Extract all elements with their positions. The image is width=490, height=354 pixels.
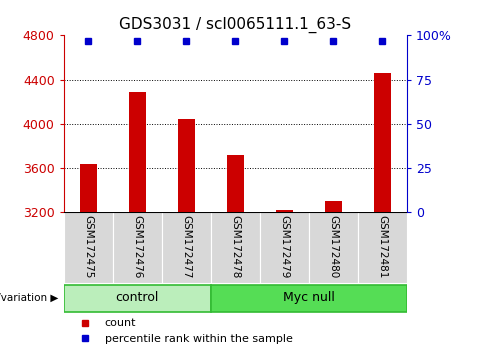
Text: Myc null: Myc null <box>283 291 335 304</box>
Bar <box>128 92 146 212</box>
Bar <box>211 212 260 283</box>
Bar <box>211 285 407 312</box>
Bar <box>162 212 211 283</box>
Text: control: control <box>116 291 159 304</box>
Text: GSM172478: GSM172478 <box>230 215 240 278</box>
Text: GSM172475: GSM172475 <box>83 215 93 278</box>
Text: GSM172479: GSM172479 <box>279 215 289 278</box>
Bar <box>178 120 195 212</box>
Text: GSM172476: GSM172476 <box>132 215 142 278</box>
Bar <box>64 212 113 283</box>
Legend: count, percentile rank within the sample: count, percentile rank within the sample <box>69 314 297 348</box>
Text: GSM172477: GSM172477 <box>181 215 191 278</box>
Bar <box>64 285 211 312</box>
Text: GSM172481: GSM172481 <box>377 215 387 278</box>
Bar <box>260 212 309 283</box>
Bar <box>113 212 162 283</box>
Bar <box>276 210 293 212</box>
Text: genotype/variation ▶: genotype/variation ▶ <box>0 293 59 303</box>
Bar <box>374 73 391 212</box>
Bar <box>227 155 244 212</box>
Title: GDS3031 / scl0065111.1_63-S: GDS3031 / scl0065111.1_63-S <box>119 16 351 33</box>
Bar <box>79 164 97 212</box>
Text: GSM172480: GSM172480 <box>328 215 338 278</box>
Bar <box>325 201 342 212</box>
Bar <box>358 212 407 283</box>
Bar <box>309 212 358 283</box>
